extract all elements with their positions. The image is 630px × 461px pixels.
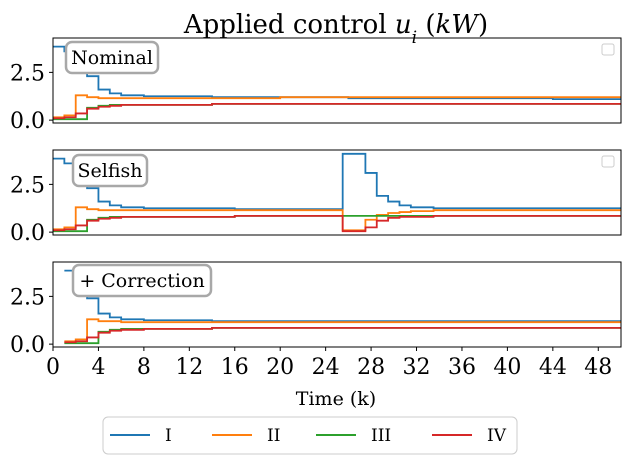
panel-label: + Correction <box>79 270 204 292</box>
panel-series-group <box>53 152 621 233</box>
series-line-III <box>53 103 621 121</box>
x-tick-label: 4 <box>91 355 105 380</box>
panel-label-box <box>71 263 213 298</box>
legend-label: III <box>371 426 391 446</box>
chart-title-part: ) <box>478 10 488 40</box>
legend-label: I <box>165 426 172 446</box>
x-tick-label: 8 <box>137 355 151 380</box>
y-tick-label: 0.0 <box>10 221 45 246</box>
legend-item-III: III <box>316 426 391 446</box>
y-tick-label: 2.5 <box>10 61 45 86</box>
chart-title: Applied control ui (kW) <box>183 10 488 48</box>
legend-item-II: II <box>212 426 280 446</box>
legend-label: IV <box>487 426 507 446</box>
panel-label-box <box>64 40 160 75</box>
series-line-III <box>64 327 621 345</box>
legend-item-I: I <box>110 426 172 446</box>
chart-panels: 0.0 2.5 Nominal 0.0 2.5 Selfish 0.0 2.5 + Correc… <box>10 37 622 380</box>
chart-title-part: Applied control <box>183 10 395 40</box>
x-tick-label: 32 <box>403 355 431 380</box>
series-line-IV <box>64 327 621 344</box>
chart-title-part: kW <box>436 10 481 40</box>
x-tick-label: 0 <box>46 355 60 380</box>
legend-label: II <box>267 426 280 446</box>
series-line-II <box>53 206 621 232</box>
x-tick-label: 40 <box>493 355 521 380</box>
legend-item-IV: IV <box>432 426 507 446</box>
x-axis-label: Time (k) <box>296 388 376 410</box>
x-tick-label: 44 <box>539 355 567 380</box>
panel-label: Selfish <box>78 160 143 182</box>
panel-1: 0.0 2.5 Selfish <box>10 149 622 246</box>
chart-title-part: u <box>395 10 412 40</box>
x-tick-label: 24 <box>312 355 340 380</box>
x-tick-label: 12 <box>175 355 203 380</box>
x-tick-label: 16 <box>221 355 249 380</box>
y-tick-label: 2.5 <box>10 173 45 198</box>
series-line-IV <box>53 103 621 120</box>
chart-legend: I II III IV <box>102 416 518 455</box>
y-tick-label: 0.0 <box>10 333 45 358</box>
axes-frame <box>52 37 622 124</box>
series-line-II <box>64 318 621 343</box>
panel-label: Nominal <box>71 47 153 69</box>
legend-frame <box>102 416 518 455</box>
panel-label-box <box>71 153 149 188</box>
series-line-IV <box>53 215 621 233</box>
empty-legend-box <box>601 155 615 168</box>
x-tick-label: 36 <box>448 355 476 380</box>
chart-title-part: ( <box>417 10 435 40</box>
x-tick-label: 48 <box>584 355 612 380</box>
x-tick-label: 28 <box>357 355 385 380</box>
y-tick-label: 0.0 <box>10 109 45 134</box>
empty-legend-box <box>601 43 615 56</box>
axes-frame <box>52 149 622 236</box>
panel-0: 0.0 2.5 Nominal <box>10 37 622 134</box>
series-line-III <box>53 215 621 233</box>
x-tick-label: 20 <box>266 355 294 380</box>
y-tick-label: 2.5 <box>10 285 45 310</box>
axes-frame <box>52 261 622 348</box>
